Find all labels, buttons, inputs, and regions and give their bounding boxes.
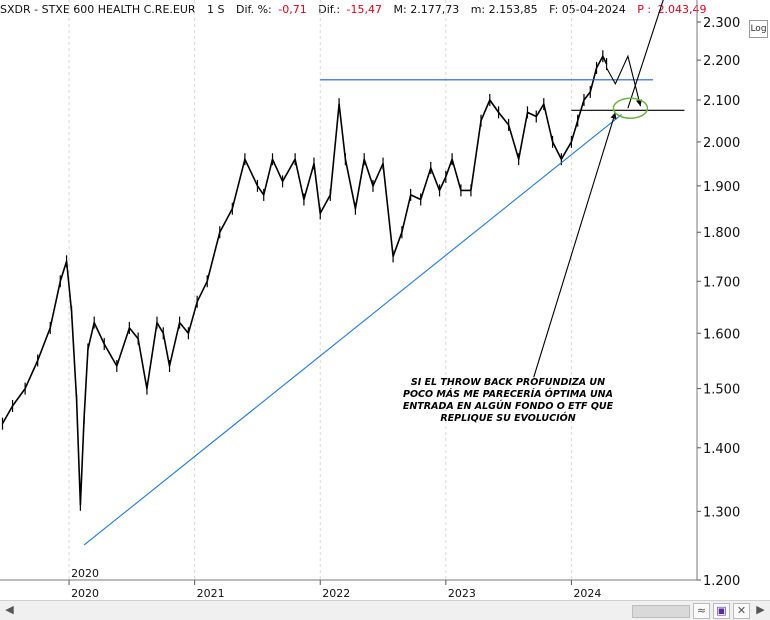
wave-icon[interactable]: ≈ bbox=[693, 603, 710, 619]
y-tick-label: 1.900 bbox=[703, 180, 740, 195]
trendline bbox=[83, 114, 622, 546]
min-label: m: 2.153,85 bbox=[470, 3, 538, 16]
highlight-ellipse bbox=[612, 97, 649, 119]
save-icon[interactable]: ▣ bbox=[713, 603, 730, 619]
y-tick-label: 2.000 bbox=[703, 136, 740, 151]
date-label: F: 05-04-2024 bbox=[549, 3, 626, 16]
dif-pct-value: -0,71 bbox=[278, 3, 307, 16]
trendlines-layer bbox=[83, 79, 685, 546]
arrow-line bbox=[533, 112, 616, 378]
series-layer bbox=[1, 50, 608, 511]
y-tick-label: 1.600 bbox=[703, 327, 740, 342]
max-label: M: 2.177,73 bbox=[393, 3, 460, 16]
x-tick-label: 2020 bbox=[71, 587, 99, 600]
y-axis-ticks: 2.300 2.200 2.100 2.000 1.900 1.800 1.700 1.600… bbox=[697, 16, 740, 589]
price-value: 2.043,49 bbox=[657, 3, 707, 16]
price-series-line bbox=[1, 55, 608, 506]
dif-label: Dif.: bbox=[318, 3, 341, 16]
dif-value: -15,47 bbox=[346, 3, 383, 16]
annotation-line-3: ENTRADA EN ALGÚN FONDO O ETF QUE bbox=[403, 400, 614, 412]
y-tick-label: 1.800 bbox=[703, 226, 740, 241]
x-tick-label: 2021 bbox=[197, 587, 225, 600]
dif-pct-label: Dif. %: bbox=[236, 3, 272, 16]
arrow-line bbox=[627, 0, 664, 109]
scroll-right-icon[interactable]: ▶ bbox=[756, 603, 765, 616]
y-tick-label: 2.100 bbox=[703, 94, 740, 109]
y-tick-label: 1.200 bbox=[703, 574, 740, 589]
close-icon[interactable]: ✕ bbox=[733, 603, 750, 619]
price-label: P : bbox=[637, 3, 652, 16]
y-tick-label: 1.700 bbox=[703, 275, 740, 290]
y-tick-label: 1.400 bbox=[703, 442, 740, 457]
bottom-toolbar: ◀ ≈ ▣ ✕ ▶ bbox=[0, 600, 770, 620]
arrow-head bbox=[610, 112, 617, 120]
annotation-line-2: POCO MÁS ME PARECERÍA ÓPTIMA UNA bbox=[403, 388, 613, 400]
timeframe-label: 1 S bbox=[207, 3, 225, 16]
x-tick-label: 2023 bbox=[448, 587, 476, 600]
grid-layer bbox=[68, 0, 572, 580]
y-tick-label: 2.300 bbox=[703, 16, 740, 31]
arrow-head bbox=[635, 99, 642, 107]
start-year-marker: 2020 bbox=[71, 567, 99, 580]
arrow-line bbox=[606, 54, 642, 107]
arrows-layer bbox=[533, 0, 664, 378]
symbol-label: SXDR - STXE 600 HEALTH C.RE.EUR bbox=[0, 3, 196, 16]
annotation-line-1: SI EL THROW BACK PROFUNDIZA UN bbox=[411, 377, 605, 388]
x-tick-label: 2022 bbox=[322, 587, 350, 600]
y-tick-label: 1.300 bbox=[703, 505, 740, 520]
scrollbar-thumb[interactable] bbox=[632, 605, 690, 618]
y-tick-label: 1.500 bbox=[703, 383, 740, 398]
y-tick-label: 2.200 bbox=[703, 54, 740, 69]
x-axis-ticks: 2020 2021 2022 2023 2024 2020 bbox=[68, 567, 601, 600]
chart-header: SXDR - STXE 600 HEALTH C.RE.EUR 1 S Dif.… bbox=[0, 0, 707, 20]
log-scale-button[interactable]: Log bbox=[749, 20, 768, 38]
annotation-line-4: REPLIQUE SU EVOLUCIÓN bbox=[440, 412, 575, 424]
scroll-left-icon[interactable]: ◀ bbox=[5, 603, 14, 616]
x-tick-label: 2024 bbox=[573, 587, 601, 600]
